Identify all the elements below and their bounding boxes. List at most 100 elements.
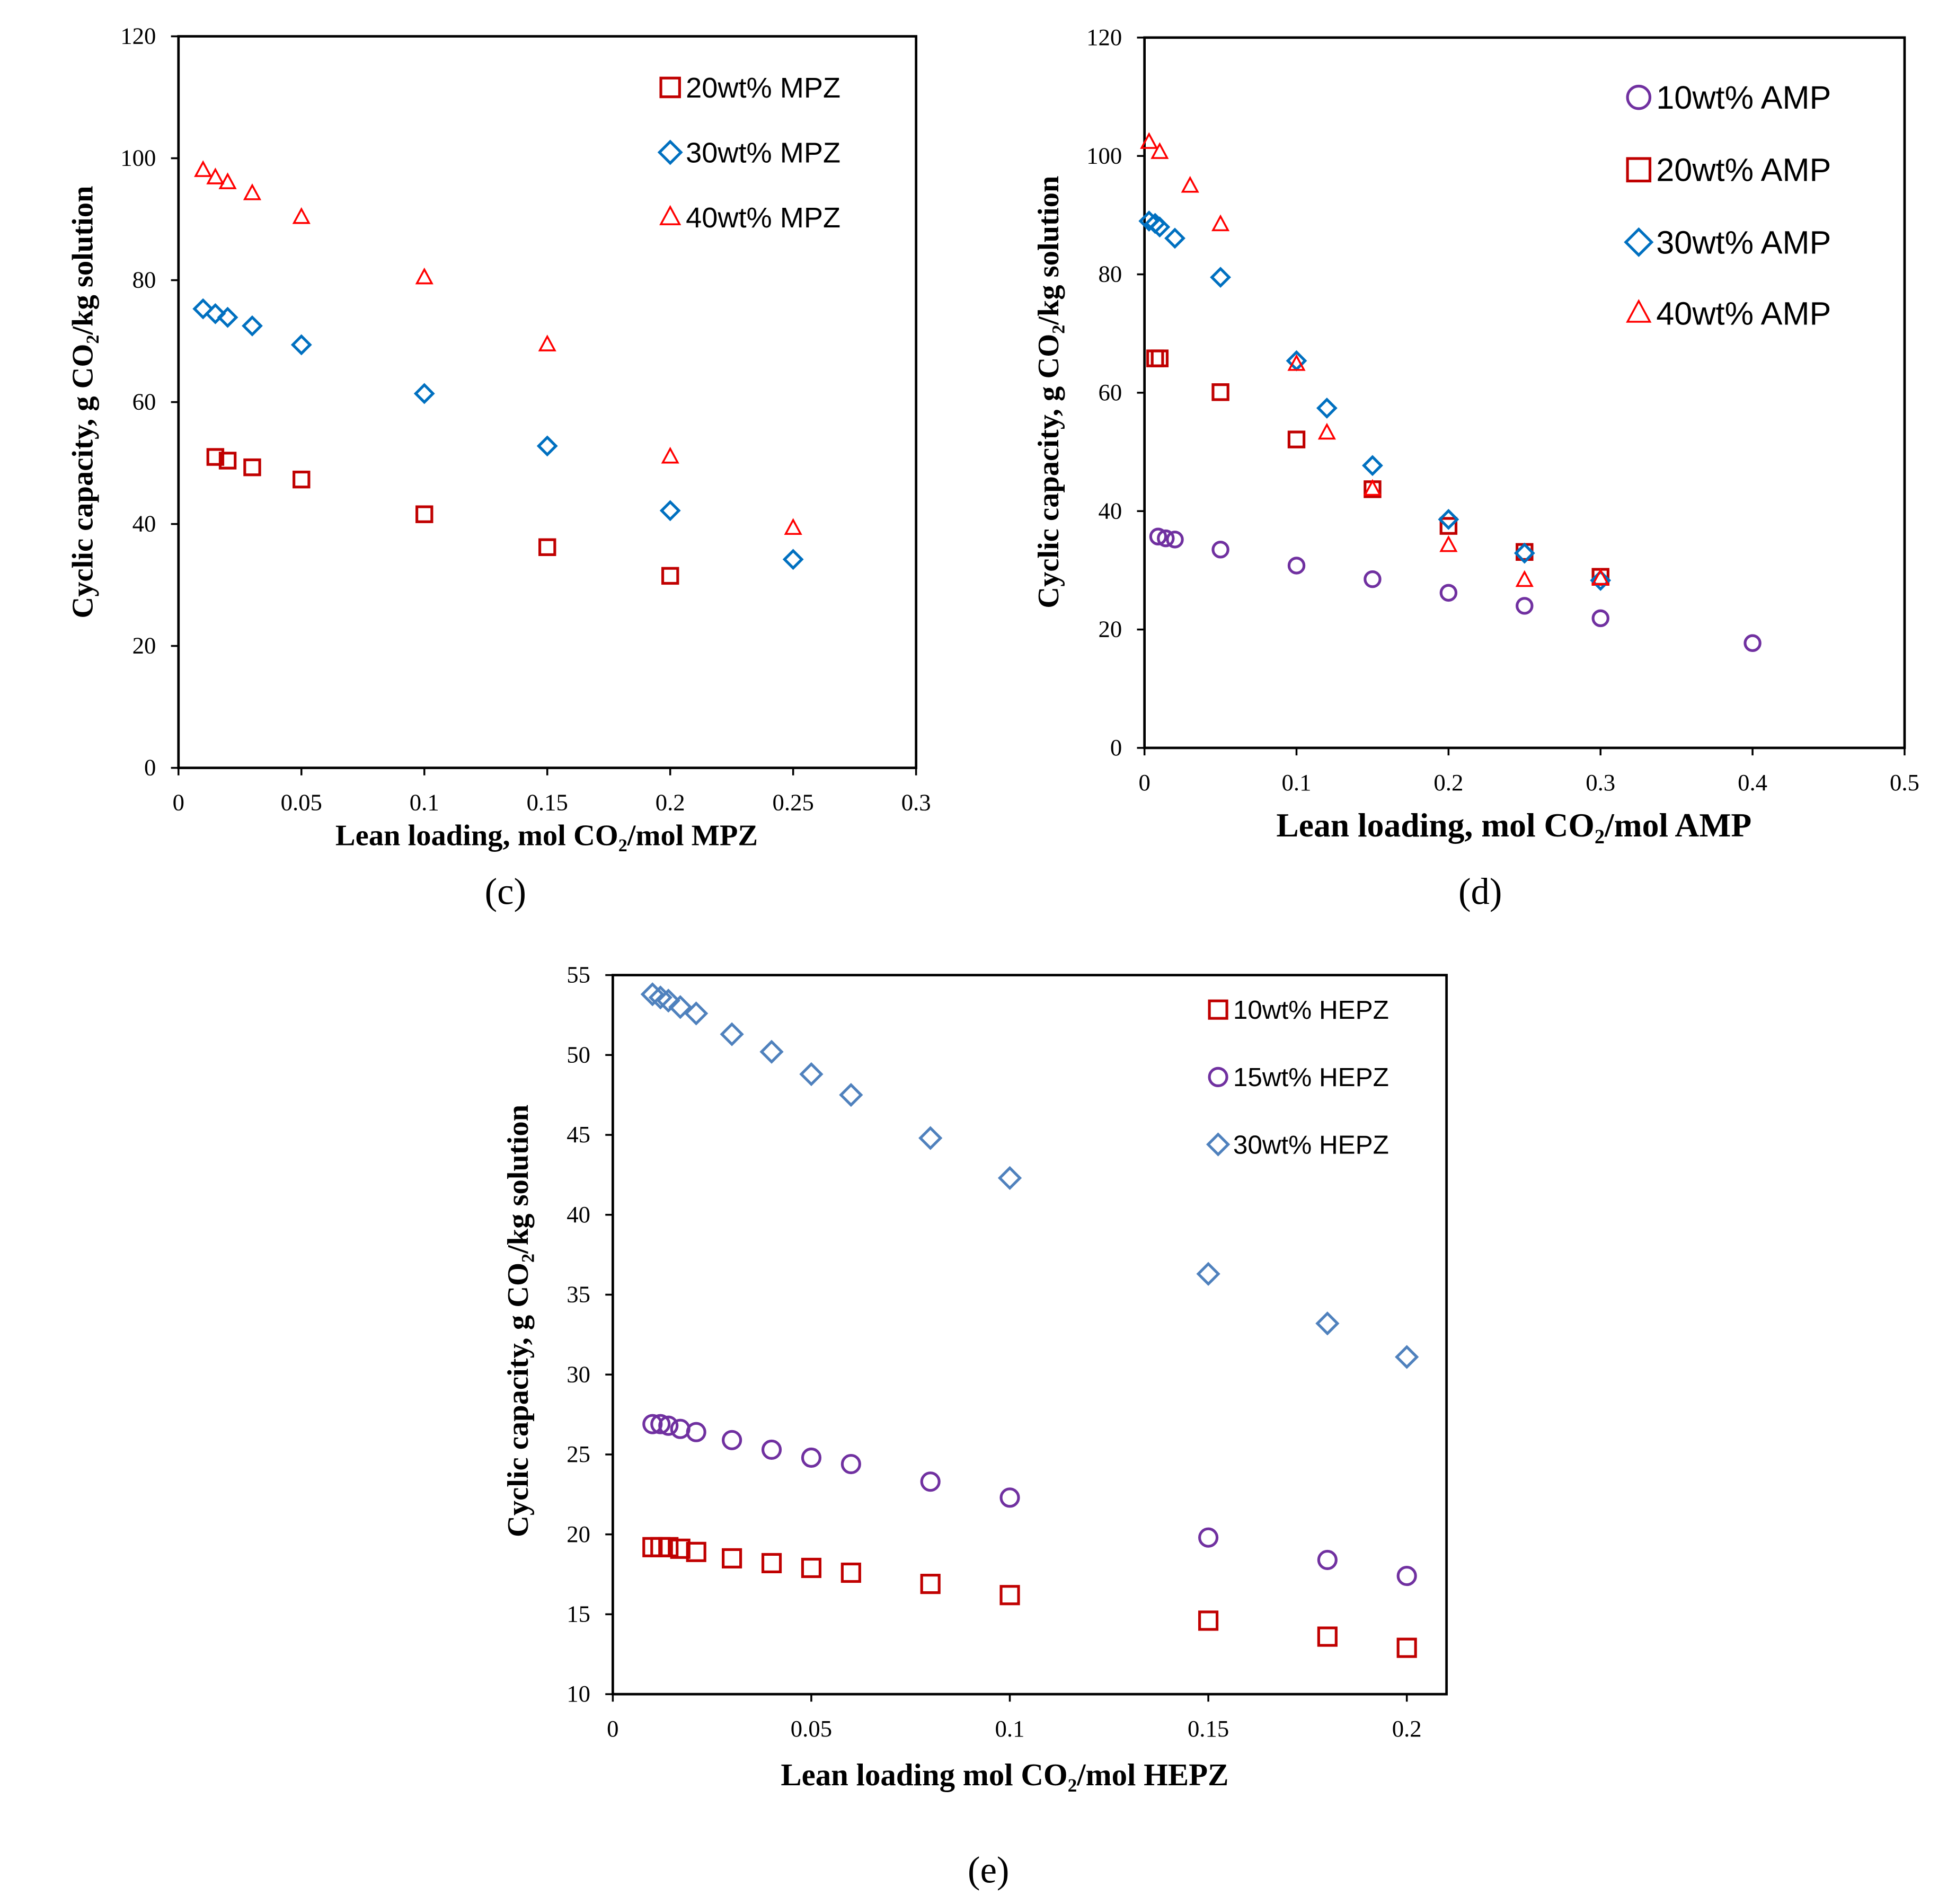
y-tick-label: 80 (132, 267, 156, 293)
y-tick-label: 50 (567, 1041, 590, 1068)
legend-item: 20wt% AMP (1626, 152, 1831, 188)
data-point (1287, 430, 1306, 448)
square-legend-icon (1208, 999, 1228, 1020)
x-tick-label: 0.5 (1890, 769, 1919, 796)
data-point (1439, 517, 1458, 535)
y-tick-label: 100 (1086, 142, 1122, 169)
x-axis-label: Lean loading, mol CO₂/mol AMP (1276, 806, 1751, 844)
legend-item: 15wt% HEPZ (1208, 1063, 1389, 1092)
data-point (801, 1447, 822, 1468)
series-30wt-hepz (640, 982, 1419, 1369)
data-point (1140, 132, 1158, 149)
data-point (920, 1471, 941, 1492)
diamond-legend-icon (1624, 227, 1654, 257)
data-point (1157, 529, 1175, 548)
y-tick-label: 40 (132, 510, 156, 537)
x-tick-label: 0 (607, 1715, 618, 1742)
data-point (1317, 1549, 1338, 1570)
data-point (1590, 569, 1612, 591)
data-point (997, 1166, 1022, 1191)
circle-legend-icon (1208, 1066, 1228, 1087)
y-axis-label: Cyclic capacity, g CO₂/kg solution (1032, 176, 1065, 609)
data-point (1515, 570, 1534, 587)
data-point (206, 448, 225, 466)
data-point (1146, 349, 1164, 367)
series-10wt-hepz (642, 1537, 1417, 1658)
data-point (1317, 1626, 1338, 1647)
y-tick-label: 25 (567, 1441, 590, 1467)
data-point (290, 334, 312, 356)
y-tick-label: 60 (1099, 379, 1122, 406)
data-point (206, 168, 225, 184)
y-tick-label: 10 (567, 1680, 590, 1707)
square-legend-icon (1626, 157, 1652, 183)
data-point (1514, 542, 1535, 564)
data-point (1396, 1565, 1417, 1586)
data-point (1181, 175, 1199, 193)
data-point (1149, 216, 1171, 238)
legend-item: 40wt% MPZ (659, 202, 840, 234)
data-point (1439, 535, 1458, 552)
y-tick-label: 55 (567, 962, 590, 988)
data-point (722, 1430, 742, 1450)
x-tick-label: 0 (1138, 769, 1150, 796)
data-point (720, 1022, 744, 1046)
data-point (918, 1126, 943, 1150)
data-point (648, 985, 672, 1010)
data-point (1150, 349, 1169, 367)
data-point (1516, 597, 1534, 615)
y-tick-label: 80 (1099, 261, 1122, 287)
x-axis-label: Lean loading, mol CO₂/mol MPZ (335, 819, 758, 852)
data-point (1439, 584, 1458, 602)
y-tick-label: 35 (567, 1281, 590, 1308)
legend-item: 30wt% MPZ (657, 137, 840, 169)
data-point (538, 334, 556, 351)
data-point (1164, 227, 1185, 249)
chart-d: 0 0.1 0.2 0.3 0.4 0.5 0 20 40 60 80 100 120 Lean load… (1032, 24, 1919, 912)
data-point (1198, 1610, 1219, 1631)
x-tick-label: 0.05 (281, 789, 322, 816)
data-point (1591, 568, 1610, 585)
data-point (242, 315, 263, 337)
data-point (1362, 455, 1383, 477)
data-point (801, 1557, 822, 1579)
legend-item: 30wt% AMP (1624, 224, 1831, 260)
panel-label: (c) (485, 871, 526, 912)
x-tick-label: 0.1 (995, 1715, 1025, 1742)
legend-label: 30wt% HEPZ (1233, 1130, 1389, 1159)
series-40wt-mpz (194, 160, 802, 535)
data-point (656, 989, 680, 1013)
data-point (1138, 210, 1160, 232)
data-point (1287, 354, 1306, 371)
legend-label: 40wt% MPZ (686, 202, 840, 234)
data-point (1396, 1637, 1417, 1658)
data-point (1317, 422, 1336, 440)
x-tick-label: 0.4 (1738, 769, 1767, 796)
diamond-legend-icon (1206, 1132, 1231, 1157)
y-tick-label: 20 (567, 1521, 590, 1547)
y-tick-label: 20 (132, 632, 156, 659)
data-point (658, 1537, 679, 1557)
data-point (761, 1553, 782, 1574)
y-tick-label: 120 (1086, 24, 1122, 50)
legend-label: 10wt% AMP (1656, 80, 1831, 116)
data-point (1316, 398, 1338, 419)
legend-label: 20wt% MPZ (686, 72, 840, 104)
data-point (1287, 557, 1306, 575)
y-tick-label: 100 (120, 145, 156, 171)
legend-label: 20wt% AMP (1656, 152, 1831, 188)
data-point (658, 1415, 679, 1436)
data-point (413, 383, 435, 404)
data-point (839, 1083, 863, 1107)
data-point (536, 435, 558, 457)
data-point (1363, 479, 1382, 496)
data-point (840, 1453, 861, 1475)
data-point (799, 1062, 824, 1087)
legend-label: 10wt% HEPZ (1233, 995, 1389, 1025)
y-tick-label: 20 (1099, 616, 1122, 642)
series-30wt-mpz (192, 298, 804, 570)
data-point (218, 172, 237, 189)
data-point (659, 500, 681, 522)
chart-c: 0 0.05 0.1 0.15 0.2 0.25 0.3 0 20 40 60 80 100 120 Lea… (66, 23, 931, 913)
